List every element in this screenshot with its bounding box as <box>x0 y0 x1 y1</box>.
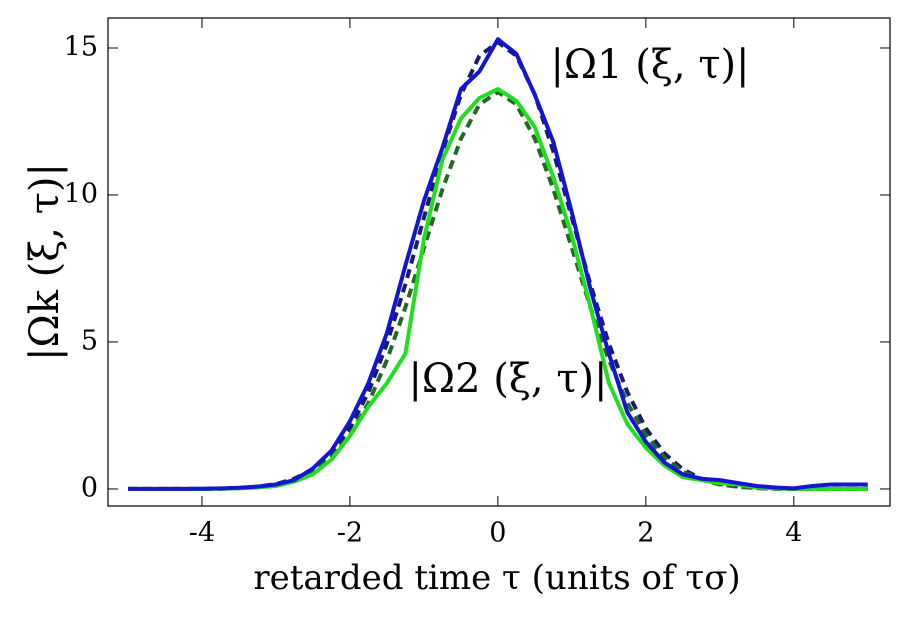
annotation: |Ω1 (ξ, τ)| <box>550 42 749 88</box>
annotation: |Ω2 (ξ, τ)| <box>408 356 607 402</box>
series-line <box>128 37 868 491</box>
plot-area <box>128 37 868 491</box>
x-axis-label: retarded time τ (units of τσ) <box>253 558 740 598</box>
x-tick-label: -4 <box>189 518 215 549</box>
x-tick-label: 0 <box>489 518 506 549</box>
series-line <box>128 40 868 491</box>
x-tick-label: -2 <box>337 518 363 549</box>
y-tick-label: 0 <box>81 472 98 503</box>
y-tick-label: 10 <box>64 178 98 209</box>
y-tick-label: 5 <box>81 325 98 356</box>
series-line <box>128 87 868 491</box>
plot-frame <box>107 17 891 507</box>
x-tick-label: 4 <box>785 518 802 549</box>
y-axis-label: |Ωk (ξ, τ)| <box>22 163 68 361</box>
x-tick-label: 2 <box>637 518 654 549</box>
y-tick-label: 15 <box>64 31 98 62</box>
series-line <box>128 90 868 491</box>
